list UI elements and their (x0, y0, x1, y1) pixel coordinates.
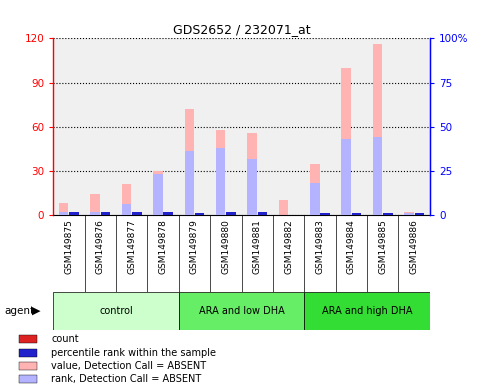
Text: GSM149875: GSM149875 (64, 219, 73, 274)
Bar (247, 159, 257, 215)
Bar (163, 212, 173, 215)
Bar (404, 213, 414, 215)
Bar (310, 164, 320, 215)
Bar (404, 212, 414, 215)
Text: GSM149881: GSM149881 (253, 219, 262, 274)
Text: GSM149886: GSM149886 (410, 219, 419, 274)
Text: GSM149885: GSM149885 (378, 219, 387, 274)
Bar (257, 212, 267, 215)
Bar (279, 200, 288, 215)
Bar (185, 109, 194, 215)
Bar (153, 174, 163, 215)
Text: GSM149884: GSM149884 (347, 219, 356, 274)
Text: ARA and low DHA: ARA and low DHA (199, 306, 284, 316)
Text: percentile rank within the sample: percentile rank within the sample (51, 348, 216, 358)
Text: GSM149878: GSM149878 (158, 219, 168, 274)
Bar (132, 212, 142, 215)
Bar (304, 292, 430, 330)
Bar (153, 171, 163, 215)
Bar (195, 213, 204, 215)
Bar (53, 292, 179, 330)
Bar (247, 132, 257, 215)
Bar (216, 130, 226, 215)
Bar (59, 203, 69, 215)
Bar (341, 68, 351, 215)
Bar (69, 212, 79, 215)
Bar (310, 183, 320, 215)
Bar (100, 212, 110, 215)
Text: rank, Detection Call = ABSENT: rank, Detection Call = ABSENT (51, 374, 201, 384)
Bar (19, 335, 38, 343)
Bar (19, 362, 38, 370)
Text: GSM149876: GSM149876 (96, 219, 105, 274)
Text: count: count (51, 334, 79, 344)
Bar (122, 184, 131, 215)
Text: GSM149877: GSM149877 (127, 219, 136, 274)
Text: GSM149882: GSM149882 (284, 219, 293, 274)
Bar (122, 204, 131, 215)
Bar (90, 194, 100, 215)
Bar (320, 213, 330, 215)
Bar (352, 213, 361, 215)
Bar (59, 212, 69, 215)
Title: GDS2652 / 232071_at: GDS2652 / 232071_at (173, 23, 310, 36)
Bar (185, 151, 194, 215)
Text: GSM149883: GSM149883 (315, 219, 325, 274)
Bar (226, 212, 236, 215)
Text: GSM149879: GSM149879 (190, 219, 199, 274)
Bar (179, 292, 304, 330)
Bar (341, 139, 351, 215)
Bar (216, 148, 226, 215)
Bar (90, 212, 100, 215)
Text: ARA and high DHA: ARA and high DHA (322, 306, 412, 316)
Bar (373, 137, 383, 215)
Bar (373, 44, 383, 215)
Text: agent: agent (5, 306, 35, 316)
Text: control: control (99, 306, 133, 316)
Text: value, Detection Call = ABSENT: value, Detection Call = ABSENT (51, 361, 207, 371)
Text: GSM149880: GSM149880 (221, 219, 230, 274)
Bar (414, 213, 424, 215)
Text: ▶: ▶ (32, 306, 41, 316)
Bar (19, 375, 38, 383)
Bar (19, 349, 38, 356)
Bar (383, 213, 393, 215)
